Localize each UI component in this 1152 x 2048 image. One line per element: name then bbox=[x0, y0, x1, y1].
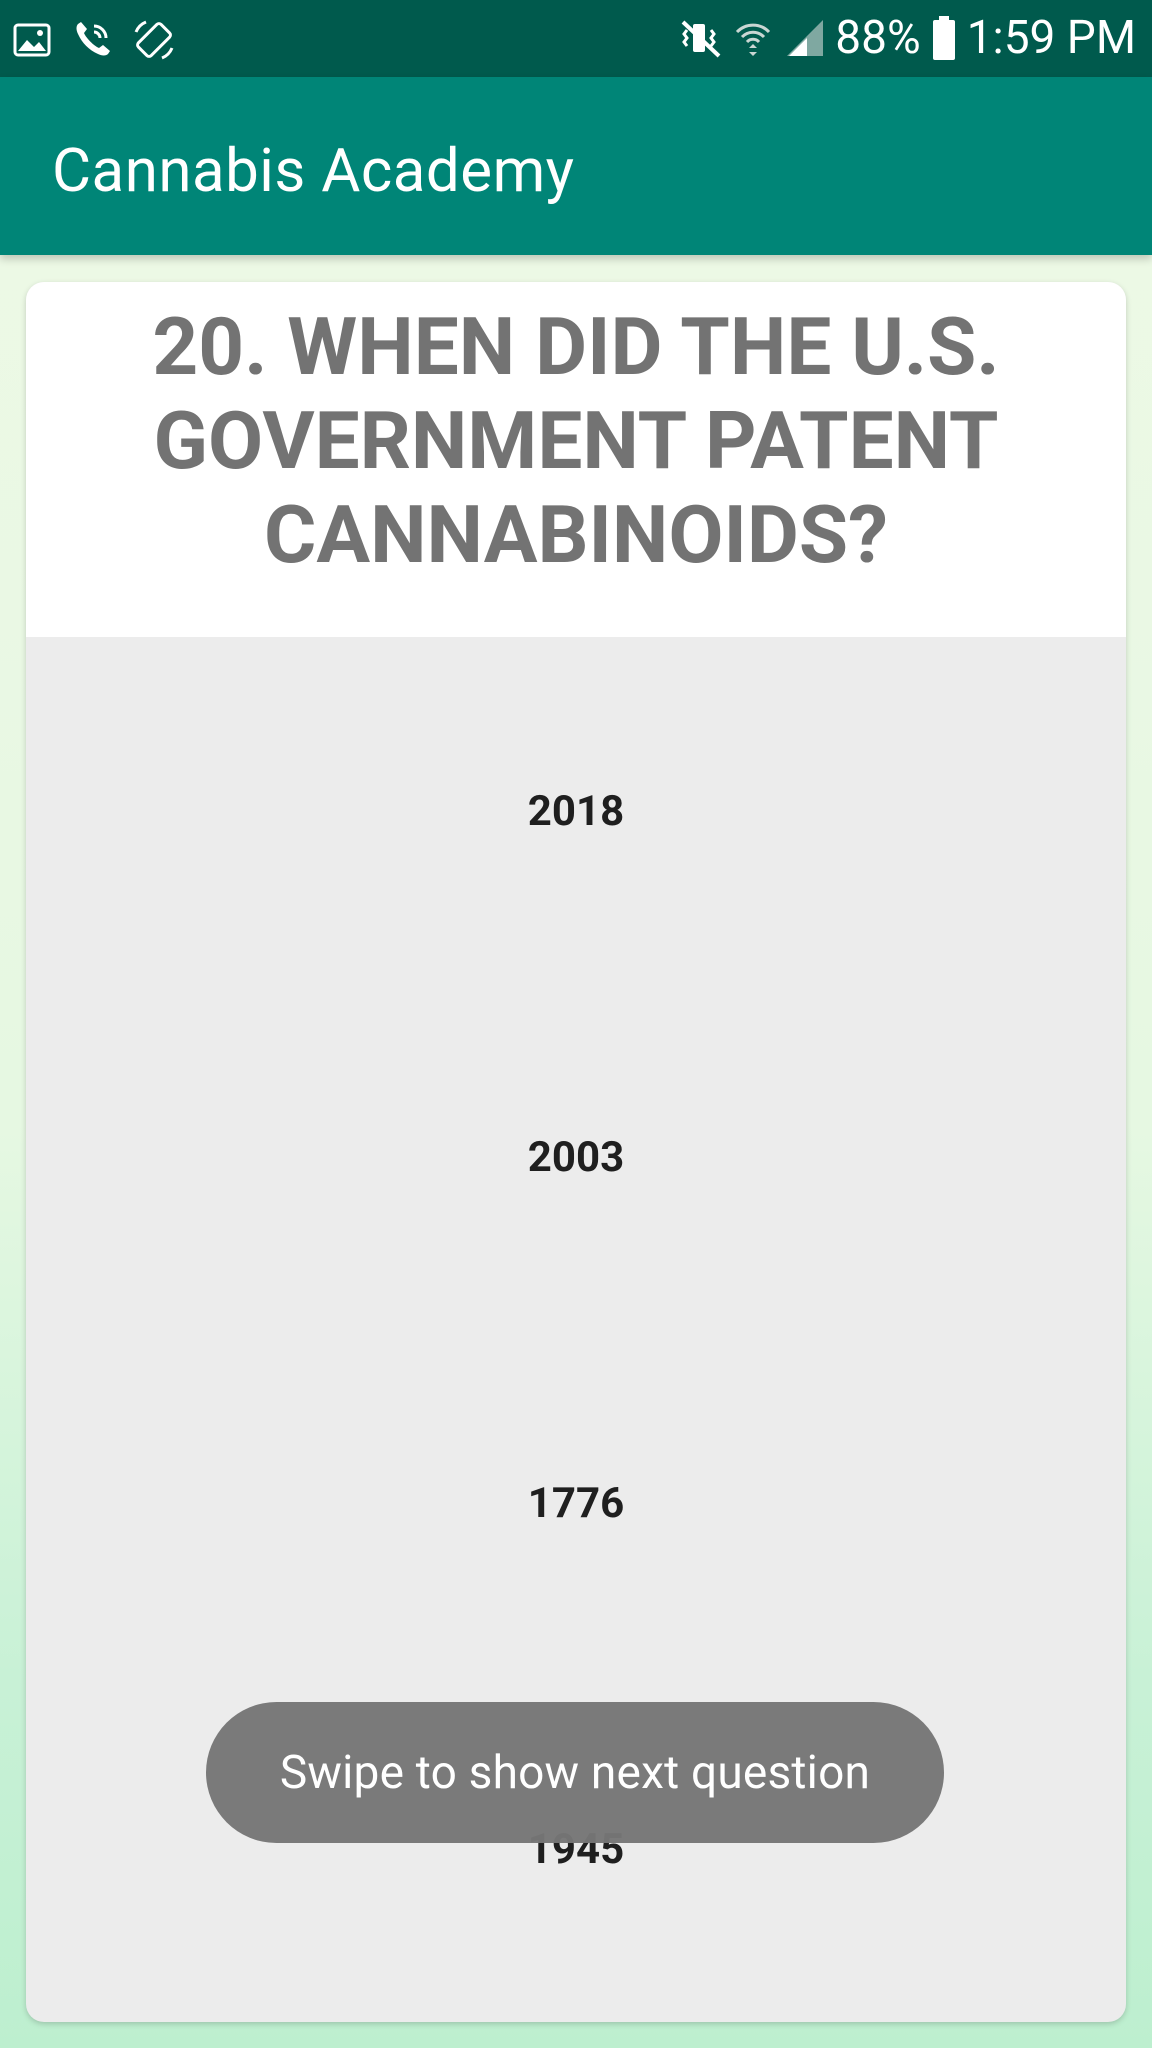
screen-rotation-icon bbox=[132, 18, 176, 62]
battery-icon bbox=[931, 14, 957, 62]
wifi-icon bbox=[733, 16, 773, 60]
status-right-icons: 88% 1:59 PM bbox=[679, 10, 1136, 66]
status-left-icons bbox=[12, 18, 176, 62]
answer-option-2[interactable]: 2003 bbox=[527, 1133, 625, 1182]
app-title: Cannabis Academy bbox=[52, 135, 575, 206]
cellular-signal-icon bbox=[783, 16, 825, 60]
toast-text: Swipe to show next question bbox=[279, 1745, 871, 1800]
clock: 1:59 PM bbox=[966, 11, 1136, 65]
swipe-hint-toast: Swipe to show next question bbox=[206, 1702, 944, 1843]
wifi-calling-icon bbox=[70, 18, 114, 62]
image-icon bbox=[12, 20, 52, 60]
battery-percent: 88% bbox=[835, 11, 921, 65]
answer-option-1[interactable]: 2018 bbox=[527, 787, 625, 836]
status-bar: 88% 1:59 PM bbox=[0, 0, 1152, 77]
question-text: 20. WHEN DID THE U.S. GOVERNMENT PATENT … bbox=[152, 300, 1000, 582]
question-header: 20. WHEN DID THE U.S. GOVERNMENT PATENT … bbox=[26, 282, 1126, 637]
answer-option-3[interactable]: 1776 bbox=[527, 1479, 625, 1528]
mute-vibrate-icon bbox=[679, 16, 723, 60]
app-bar: Cannabis Academy bbox=[0, 77, 1152, 255]
